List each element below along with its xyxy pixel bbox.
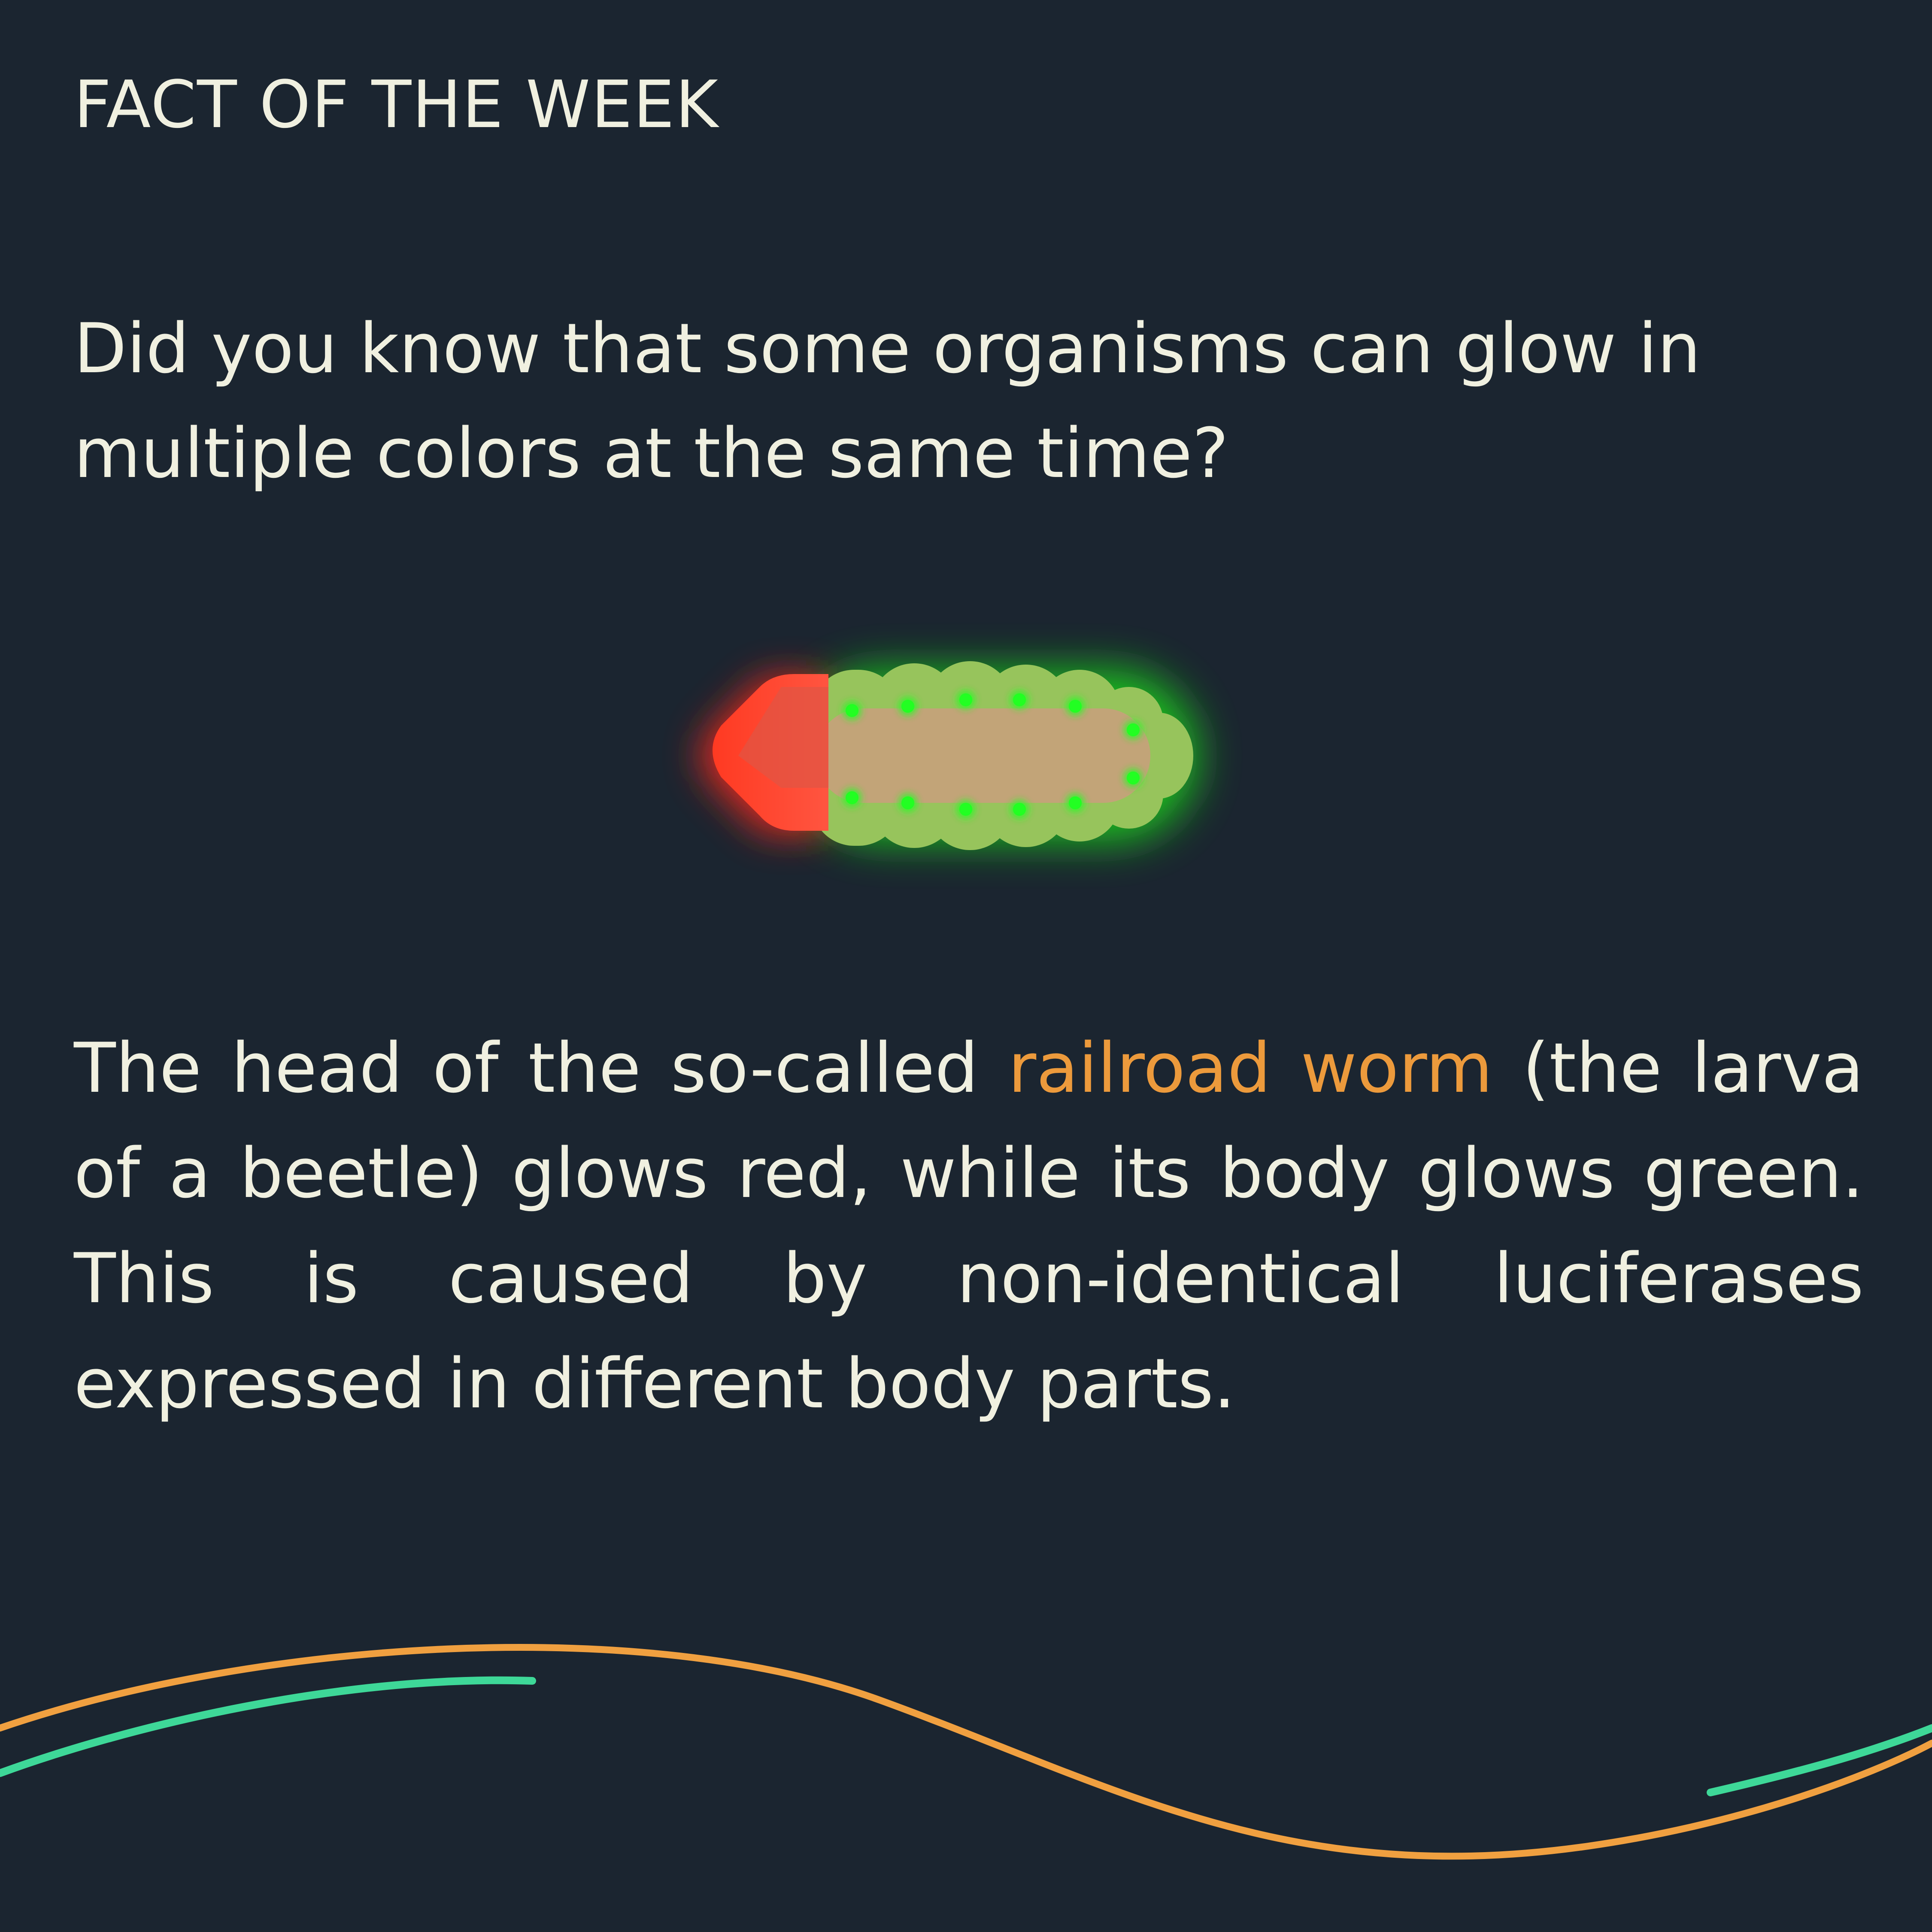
- glowing-larva-icon: [702, 661, 1198, 850]
- question-text: Did you know that some organisms can glo…: [74, 308, 1701, 493]
- answer-paragraph: The head of the so-called railroad worm …: [74, 1015, 1864, 1436]
- larva-body-core: [816, 708, 1150, 803]
- larva-head: [713, 674, 828, 831]
- answer-text-after: (the larva of a beetle) glows red, while…: [74, 1028, 1864, 1424]
- larva-light-spots: [843, 690, 1143, 819]
- answer-text-before: The head of the so-called: [74, 1028, 1008, 1108]
- orange-wave-line: [0, 1644, 1932, 1860]
- fact-of-the-week-heading: FACT OF THE WEEK: [74, 67, 719, 143]
- green-wave-line-left: [0, 1676, 536, 1777]
- green-wave-line-right: [1707, 1724, 1932, 1796]
- decorative-waves: [0, 1644, 1932, 1860]
- highlight-term: railroad worm: [1008, 1028, 1493, 1108]
